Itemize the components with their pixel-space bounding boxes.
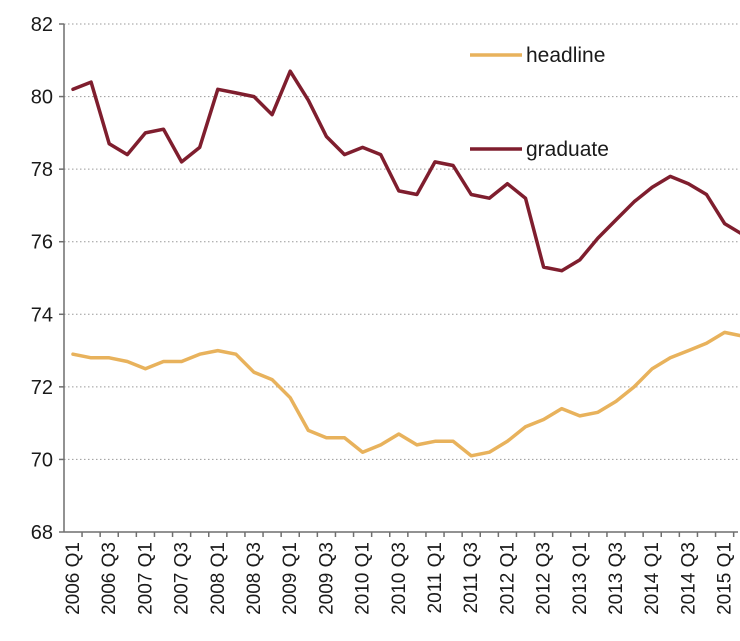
y-tick-label: 78: [31, 159, 53, 181]
x-tick-label: 2008 Q3: [244, 542, 265, 615]
series-lines: [71, 69, 740, 458]
series-line-headline: [71, 330, 740, 458]
legend-label-graduate: graduate: [526, 138, 609, 161]
x-tick-label: 2008 Q1: [208, 542, 229, 615]
x-tick-label: 2006 Q3: [99, 542, 120, 615]
x-tick-label: 2014 Q3: [678, 542, 699, 615]
x-tick-label: 2009 Q1: [280, 542, 301, 615]
x-tick-label: 2010 Q1: [353, 542, 374, 615]
y-axis-tick-labels: 68 70 72 74 76 78 80 82: [31, 14, 53, 544]
y-tick-label: 72: [31, 377, 53, 399]
y-tick-label: 82: [31, 14, 53, 36]
series-line-graduate: [71, 69, 740, 273]
axes: [59, 23, 738, 537]
y-tick-label: 74: [31, 304, 53, 326]
x-tick-label: 2012 Q3: [534, 542, 555, 615]
y-tick-label: 68: [31, 522, 53, 544]
x-tick-label: 2011 Q3: [461, 542, 482, 613]
x-tick-label: 2006 Q1: [63, 542, 84, 615]
x-tick-label: 2007 Q1: [135, 542, 156, 615]
x-tick-label: 2015 Q1: [715, 542, 736, 615]
legend: headline graduate: [470, 44, 609, 161]
y-tick-label: 70: [31, 449, 53, 471]
legend-label-headline: headline: [526, 44, 605, 67]
y-tick-label: 80: [31, 87, 53, 109]
x-tick-label: 2012 Q1: [497, 542, 518, 615]
y-tick-label: 76: [31, 232, 53, 254]
x-tick-label: 2013 Q1: [570, 542, 591, 615]
x-tick-label: 2009 Q3: [316, 542, 337, 615]
x-tick-label: 2010 Q3: [389, 542, 410, 615]
x-axis-tick-labels: 2006 Q1 2006 Q3 2007 Q1 2007 Q3 2008 Q1 2008 …: [63, 542, 736, 615]
x-tick-label: 2014 Q1: [642, 542, 663, 615]
gridlines: [64, 23, 738, 460]
x-tick-label: 2013 Q3: [606, 542, 627, 615]
x-tick-label: 2011 Q1: [425, 542, 446, 613]
x-tick-label: 2007 Q3: [172, 542, 193, 615]
